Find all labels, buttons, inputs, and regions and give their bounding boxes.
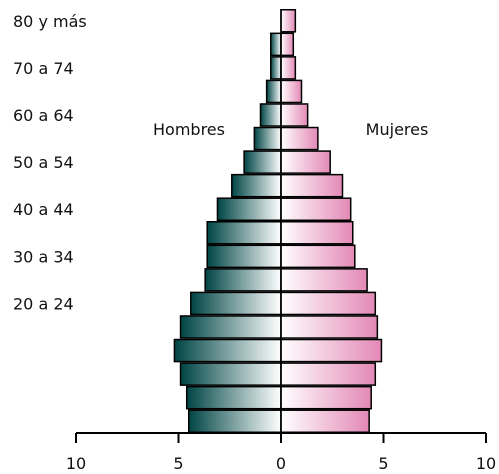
bar-mujeres [280,221,354,245]
bar-mujeres [280,150,331,174]
bar-hombres [243,150,282,174]
bar-mujeres [280,173,344,198]
bar-mujeres [280,56,297,80]
bar-mujeres [280,362,377,386]
bar-hombres [188,409,282,434]
x-tick-label: 10 [66,454,86,473]
bar-hombres [265,79,282,104]
bar-mujeres [280,9,297,33]
y-tick-label: 70 a 74 [13,59,74,78]
x-tick-label: 5 [378,454,388,473]
x-axis: 10 5 0 5 10 [66,432,496,473]
y-tick-label: 60 a 64 [13,106,74,125]
bar-hombres [270,32,282,57]
bar-hombres [259,103,282,127]
x-tick-label: 0 [276,454,286,473]
bar-mujeres [280,103,309,127]
bar-hombres [270,56,282,80]
bar-hombres [206,244,282,269]
x-tick-label: 10 [476,454,496,473]
series-label-mujeres: Mujeres [366,120,429,139]
bar-mujeres [280,244,356,269]
bar-mujeres [280,409,370,434]
bar-mujeres [280,385,372,410]
y-tick-label: 20 a 24 [13,294,74,313]
bar-hombres [204,268,282,292]
bar-mujeres [280,338,383,363]
bars-layer [173,9,383,434]
y-tick-label: 40 a 44 [13,200,74,219]
bar-mujeres [280,197,352,221]
bar-mujeres [280,32,295,57]
bar-hombres [253,126,282,151]
bar-hombres [190,291,282,316]
bar-hombres [216,197,282,221]
bar-hombres [206,221,282,245]
bar-mujeres [280,291,377,316]
bar-hombres [185,385,282,410]
series-label-hombres: Hombres [153,120,225,139]
bar-mujeres [280,315,379,339]
bar-mujeres [280,79,303,104]
y-tick-label: 50 a 54 [13,153,74,172]
y-axis-labels: 80 y más 70 a 74 60 a 64 50 a 54 40 a 44 30 a… [13,12,87,314]
bar-hombres [179,362,282,386]
bar-mujeres [280,126,319,151]
bar-hombres [179,315,282,339]
bar-mujeres [280,268,368,292]
x-tick-label: 5 [173,454,183,473]
y-tick-label: 80 y más [13,12,87,31]
bar-hombres [231,173,282,198]
y-tick-label: 30 a 34 [13,247,74,266]
bar-hombres [173,338,282,363]
